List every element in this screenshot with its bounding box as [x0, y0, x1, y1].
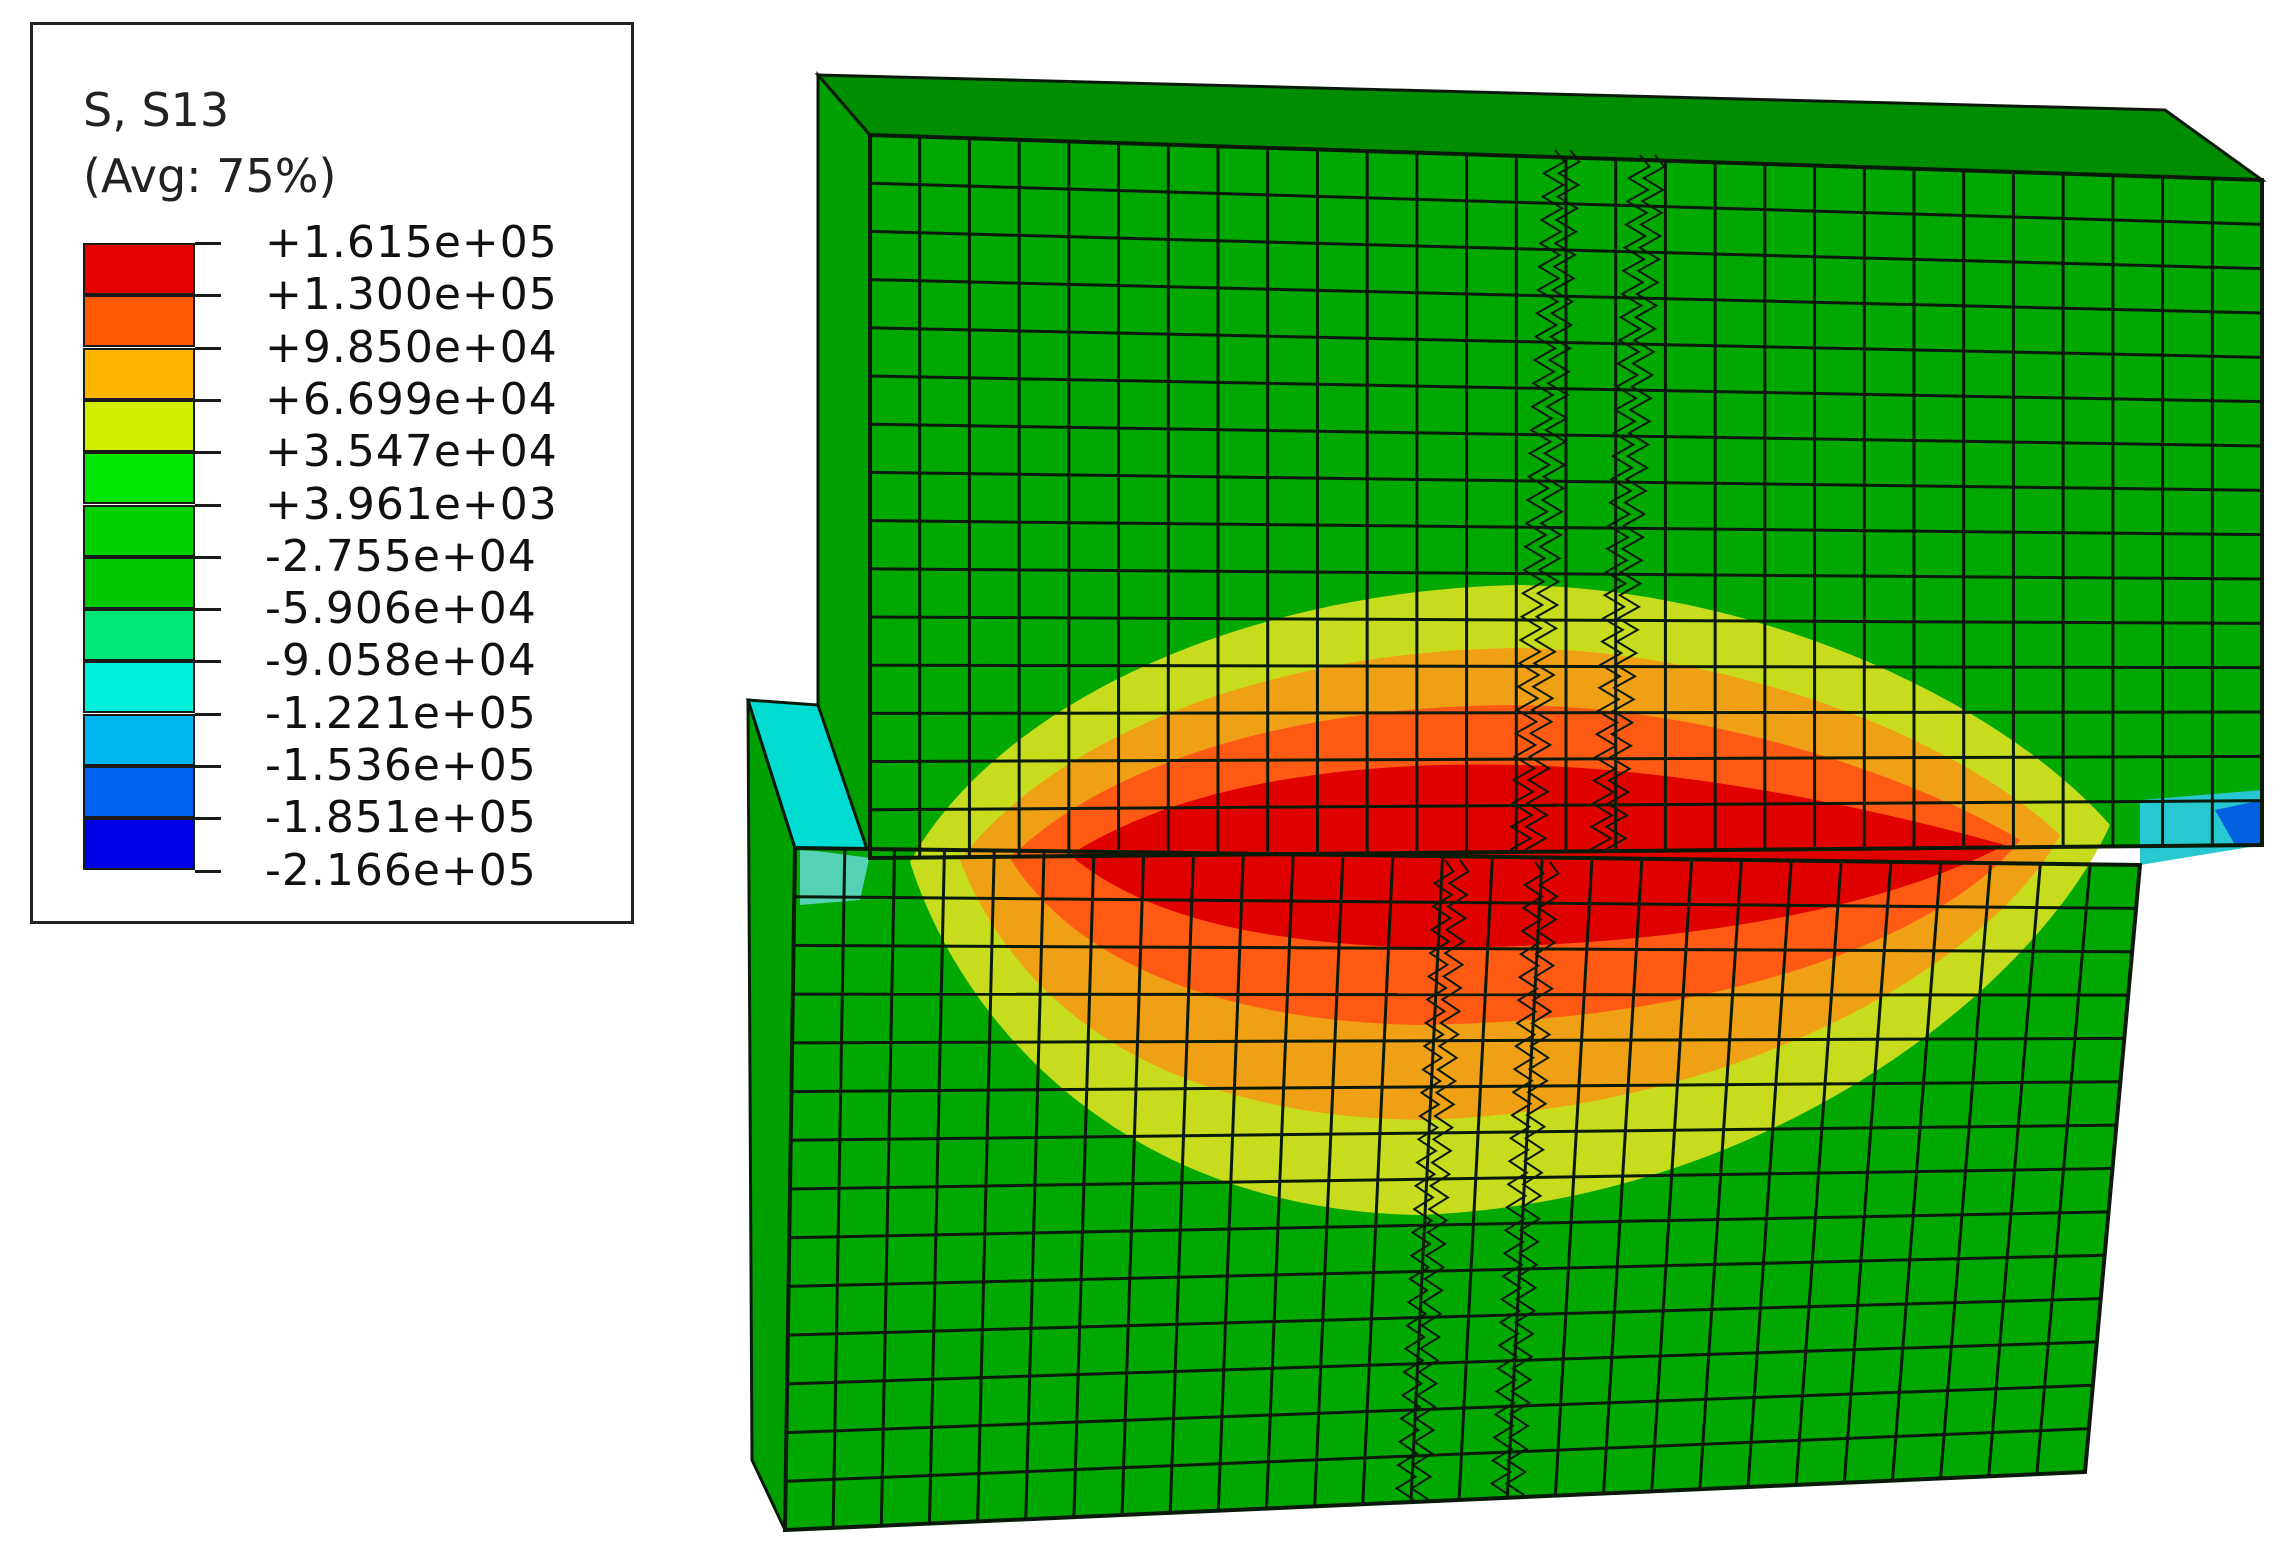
legend-tick-1: [195, 242, 221, 245]
legend-tick-label-5: +3.547e+04: [265, 426, 558, 478]
legend-band-3: [83, 347, 195, 400]
legend-tick-label-7: -2.755e+04: [265, 530, 537, 582]
lower-mesh-h-4: [792, 1036, 2125, 1045]
upper-mesh-h-6: [870, 422, 2262, 448]
legend-band-9: [83, 661, 195, 714]
upper-mesh-h-14: [870, 799, 2262, 812]
legend-tick-9: [195, 660, 221, 664]
crack-band-2b: [1604, 154, 1666, 851]
legend-tick-label-11: -1.536e+05: [265, 740, 537, 791]
legend-tick-11: [195, 765, 221, 768]
lower-mesh-h-9: [788, 1253, 2105, 1288]
lower-mesh-h-3: [792, 992, 2129, 997]
crack-band-4a: [1489, 861, 1545, 1496]
legend-band-7: [83, 556, 195, 609]
legend-tick-label-10: -1.221e+05: [265, 687, 537, 739]
lower-mesh: [785, 848, 2137, 1528]
legend-band-8: [83, 609, 195, 662]
upper-mesh-h-13: [870, 754, 2262, 764]
legend-tick-label-9: -9.058e+04: [265, 635, 537, 687]
legend-tick-13: [195, 869, 221, 873]
lower-mesh-h-12: [786, 1383, 2093, 1435]
contour-legend: S, S13 (Avg: 75%) +1.615e+05 +1.300e+05 +9…: [30, 22, 634, 924]
lower-mesh-h-5: [791, 1080, 2121, 1094]
legend-tick-12: [195, 817, 221, 821]
legend-tick-label-2: +1.300e+05: [265, 269, 558, 321]
upper-mesh-h-5: [870, 374, 2262, 404]
legend-band-1: [83, 243, 195, 295]
lower-mesh-h-6: [790, 1123, 2117, 1142]
lower-mesh-h-11: [787, 1340, 2097, 1386]
legend-band-12: [83, 818, 195, 871]
legend-tick-label-13: -2.166e+05: [265, 844, 537, 896]
legend-averaging-label: (Avg: 75%): [83, 149, 337, 203]
lower-mesh-h-10: [787, 1297, 2101, 1337]
upper-mesh-h-3: [870, 278, 2262, 315]
upper-mesh-h-12: [870, 710, 2262, 715]
upper-mesh-h-7: [870, 470, 2262, 492]
lower-block-outline: [782, 845, 2143, 1533]
upper-mesh-h-8: [870, 519, 2262, 537]
upper-mesh-h-1: [870, 181, 2262, 226]
legend-tick-2: [195, 294, 221, 298]
crack-band-2a: [1589, 154, 1651, 851]
legend-tick-4: [195, 398, 221, 402]
lower-mesh-h-8: [789, 1210, 2109, 1240]
contour-cyan-left: [800, 850, 870, 905]
upper-mesh: [870, 136, 2262, 858]
mesh-grid: [785, 136, 2262, 1528]
lower-mesh-h-13: [785, 1427, 2089, 1483]
legend-band-2: [83, 295, 195, 348]
legend-tick-8: [195, 608, 221, 612]
crack-band-3b: [1409, 859, 1470, 1501]
crack-band-1b: [1524, 149, 1581, 851]
crack-bands: [1394, 149, 1666, 1501]
legend-tick-6: [195, 503, 221, 507]
legend-tick-label-4: +6.699e+04: [265, 373, 558, 425]
lower-mesh-h-2: [793, 943, 2133, 954]
contour-blue-right: [2215, 800, 2262, 845]
crack-band-4b: [1504, 861, 1560, 1496]
upper-block-outline: [868, 132, 2264, 861]
legend-band-4: [83, 399, 195, 452]
upper-mesh-h-9: [870, 567, 2262, 581]
legend-tick-7: [195, 555, 221, 559]
legend-band-11: [83, 766, 195, 818]
lower-mesh-h-1: [794, 895, 2137, 910]
legend-tick-label-3: +9.850e+04: [265, 321, 558, 373]
legend-tick-label-12: -1.851e+05: [265, 792, 537, 844]
crack-band-1a: [1509, 149, 1566, 851]
upper-mesh-h-4: [870, 326, 2262, 359]
legend-band-5: [83, 452, 195, 505]
legend-tick-3: [195, 346, 221, 350]
legend-tick-5: [195, 451, 221, 455]
legend-variable-label: S, S13: [83, 83, 230, 137]
crack-band-3a: [1394, 859, 1455, 1501]
upper-mesh-h-10: [870, 615, 2262, 625]
legend-tick-10: [195, 712, 221, 716]
upper-mesh-h-11: [870, 663, 2262, 670]
lower-mesh-h-7: [789, 1167, 2113, 1191]
legend-band-6: [83, 504, 195, 557]
legend-tick-label-8: -5.906e+04: [265, 583, 537, 635]
legend-tick-label-6: +3.961e+03: [265, 478, 558, 530]
legend-band-10: [83, 713, 195, 766]
legend-tick-label-1: +1.615e+05: [265, 217, 558, 268]
